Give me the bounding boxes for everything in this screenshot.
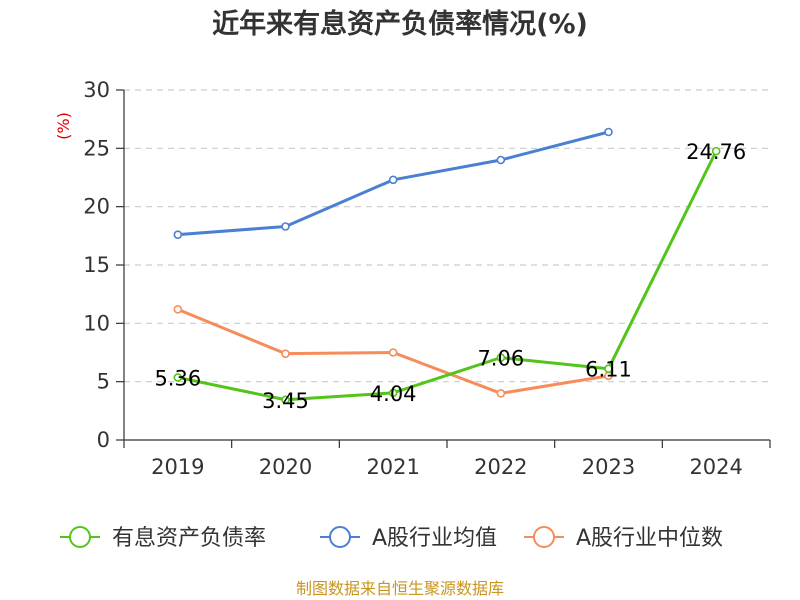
x-tick-label: 2024 <box>689 455 742 479</box>
y-tick-label: 20 <box>83 195 110 219</box>
data-point <box>281 222 290 231</box>
y-tick-label: 10 <box>83 311 110 335</box>
data-label: 7.06 <box>477 347 524 371</box>
x-tick-label: 2019 <box>151 455 204 479</box>
data-point <box>711 146 721 156</box>
data-label: 5.36 <box>154 366 201 390</box>
x-tick-label: 2021 <box>366 455 419 479</box>
chart-title: 近年来有息资产负债率情况(%) <box>212 8 588 40</box>
data-point <box>388 175 398 185</box>
data-labels: 5.36 3.45 4.04 7.06 6.11 24.76 <box>154 140 746 413</box>
y-tick-label: 0 <box>97 428 110 452</box>
data-point <box>496 353 506 362</box>
legend-label: A股行业中位数 <box>576 526 723 551</box>
x-tick-label: 2020 <box>259 455 312 479</box>
data-point <box>388 348 398 357</box>
legend-label: 有息资产负债率 <box>112 526 266 551</box>
y-tick-label: 25 <box>83 136 110 160</box>
data-point <box>388 388 398 398</box>
data-label: 3.45 <box>262 389 309 413</box>
axes: 0 5 10 15 20 25 30 2019 2020 2021 2022 2023 2024 <box>83 78 771 479</box>
data-point <box>496 155 506 165</box>
gridlines <box>124 89 770 383</box>
data-point <box>604 127 613 137</box>
data-point <box>173 305 183 314</box>
data-point <box>173 230 183 239</box>
legend-marker <box>329 526 351 548</box>
legend-label: A股行业均值 <box>372 526 497 551</box>
data-point <box>281 395 290 405</box>
x-tick-label: 2022 <box>474 455 527 479</box>
data-point <box>604 364 613 374</box>
series-lines <box>173 127 721 405</box>
source-note: 制图数据来自恒生聚源数据库 <box>296 579 504 598</box>
y-tick-label: 15 <box>83 253 110 277</box>
y-tick-label: 30 <box>83 78 110 102</box>
data-point <box>281 349 290 358</box>
y-tick-label: 5 <box>97 370 110 394</box>
data-label: 24.76 <box>686 140 746 164</box>
data-label: 6.11 <box>585 358 632 382</box>
data-point <box>173 373 183 382</box>
data-point <box>496 389 506 398</box>
legend-marker <box>533 526 555 548</box>
data-label: 4.04 <box>370 382 417 406</box>
series-line <box>177 150 718 402</box>
legend-marker <box>69 526 91 548</box>
x-tick-label: 2023 <box>582 455 635 479</box>
legend: 有息资产负债率 A股行业均值 A股行业中位数 <box>60 526 723 551</box>
y-axis-unit-label: (%) <box>54 112 73 140</box>
